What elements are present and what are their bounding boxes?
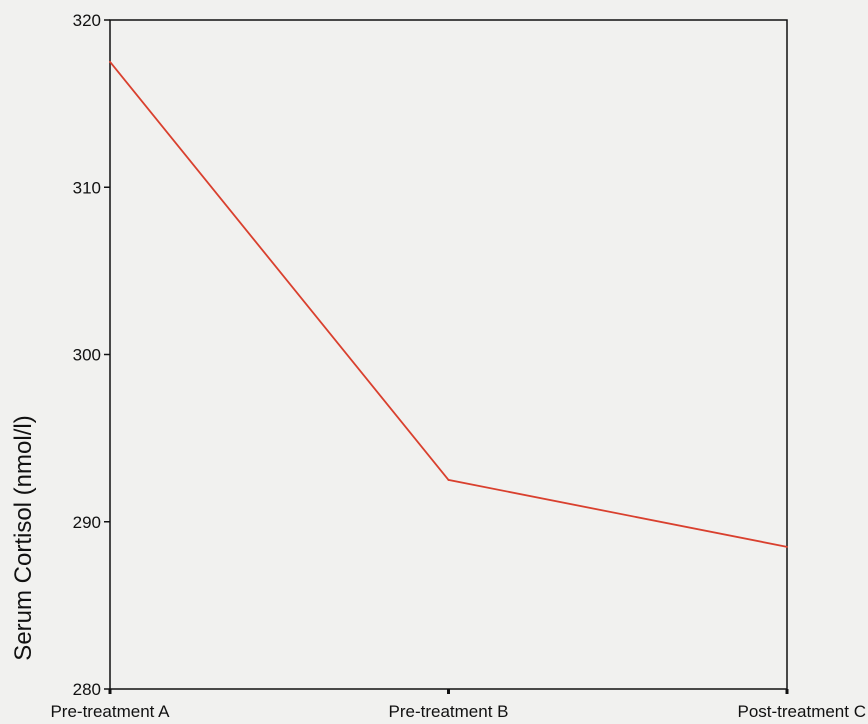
data-point — [447, 479, 450, 481]
x-tick-label: Post-treatment C — [738, 702, 867, 721]
y-tick-label: 320 — [73, 11, 101, 30]
series-layer — [109, 60, 788, 548]
y-tick-label: 280 — [73, 680, 101, 699]
data-point — [109, 60, 111, 63]
x-axis: Pre-treatment A Pre-treatment B Post-treat… — [50, 689, 866, 721]
y-tick-label: 300 — [73, 346, 101, 365]
y-tick-label: 310 — [73, 178, 101, 197]
y-tick-label: 290 — [73, 513, 101, 532]
data-point — [786, 545, 788, 548]
plot-area — [109, 19, 788, 690]
x-tick-label: Pre-treatment A — [50, 702, 170, 721]
y-axis: 280 290 300 310 320 — [73, 11, 110, 699]
x-tick-label: Pre-treatment B — [389, 702, 509, 721]
y-axis-title: Serum Cortisol (nmol/l) — [10, 415, 37, 660]
